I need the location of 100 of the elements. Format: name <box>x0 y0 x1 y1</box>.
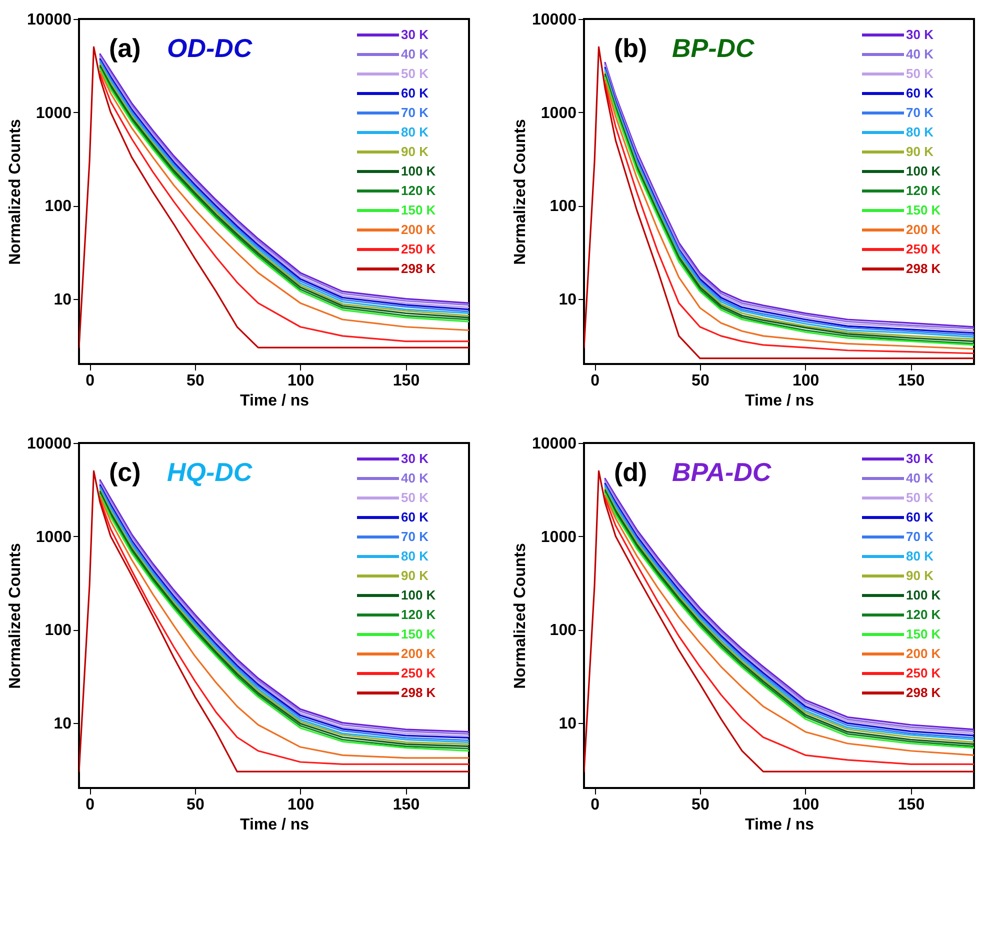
x-tick-label: 100 <box>792 372 820 390</box>
x-tick-label: 50 <box>186 372 204 390</box>
legend-label: 60 K <box>401 510 430 524</box>
x-tick-label: 0 <box>86 372 95 390</box>
x-tick-label: 50 <box>692 372 710 390</box>
legend-label: 70 K <box>906 105 934 120</box>
legend-label: 200 K <box>906 646 942 661</box>
y-tick-label: 10000 <box>27 436 72 452</box>
legend-label: 298 K <box>906 685 942 700</box>
legend-label: 40 K <box>906 470 934 486</box>
text: HQ-DC <box>167 457 254 487</box>
y-tick-label: 10 <box>54 715 72 732</box>
x-tick-label: 100 <box>288 372 314 390</box>
legend-label: 80 K <box>401 548 430 564</box>
legend-label: 120 K <box>401 183 436 198</box>
x-tick-label: 150 <box>898 796 925 814</box>
legend-label: 40 K <box>401 470 430 486</box>
legend-label: 100 K <box>401 588 436 602</box>
y-tick-label: 100 <box>550 198 577 216</box>
y-tick-label: 10 <box>54 291 72 308</box>
y-tick-label: 10 <box>558 715 577 732</box>
text: BP-DC <box>672 33 756 63</box>
legend-label: 90 K <box>401 144 430 159</box>
legend-label: 298 K <box>401 261 436 276</box>
y-tick-label: 10000 <box>532 12 577 28</box>
y-tick-label: 1000 <box>540 104 577 122</box>
annotation: (c) <box>109 457 141 487</box>
legend-label: 30 K <box>906 27 934 42</box>
y-axis-title: Normalized Counts <box>7 543 24 689</box>
legend-label: 250 K <box>401 666 436 680</box>
legend-label: 50 K <box>906 66 934 81</box>
y-tick-label: 100 <box>44 622 72 640</box>
legend-label: 80 K <box>401 124 430 140</box>
annotation: (d) <box>614 457 648 487</box>
legend-label: 60 K <box>906 510 934 524</box>
legend-label: 120 K <box>906 183 942 198</box>
legend-label: 250 K <box>906 242 942 256</box>
x-tick-label: 50 <box>186 796 204 814</box>
legend-label: 200 K <box>906 222 942 237</box>
legend-label: 70 K <box>401 529 430 544</box>
legend-label: 50 K <box>906 490 934 505</box>
annotation: (a) <box>109 33 141 63</box>
annotation: (b) <box>614 33 648 63</box>
x-tick-label: 150 <box>898 372 925 390</box>
y-tick-label: 100 <box>550 622 577 640</box>
x-axis-title: Time / ns <box>744 392 814 410</box>
legend-label: 50 K <box>401 66 430 81</box>
y-tick-label: 1000 <box>36 104 72 122</box>
legend-label: 80 K <box>906 124 934 140</box>
legend-label: 200 K <box>401 646 436 661</box>
x-tick-label: 100 <box>288 796 314 814</box>
legend-label: 200 K <box>401 222 436 237</box>
text: OD-DC <box>167 33 254 63</box>
x-tick-label: 150 <box>392 796 420 814</box>
legend-label: 298 K <box>401 685 436 700</box>
y-axis-title: Normalized Counts <box>7 119 24 265</box>
y-tick-label: 100 <box>44 198 72 216</box>
x-tick-label: 50 <box>692 796 710 814</box>
legend-label: 298 K <box>906 261 942 276</box>
legend-label: 70 K <box>906 529 934 544</box>
legend-label: 60 K <box>401 86 430 100</box>
legend-label: 80 K <box>906 548 934 564</box>
x-tick-label: 0 <box>590 796 600 814</box>
legend-label: 150 K <box>401 626 436 642</box>
legend-label: 70 K <box>401 105 430 120</box>
text: BPA-DC <box>672 457 772 487</box>
legend-label: 120 K <box>906 607 942 622</box>
legend-label: 90 K <box>401 568 430 583</box>
y-tick-label: 10000 <box>27 12 72 28</box>
y-tick-label: 10000 <box>532 436 577 452</box>
y-tick-label: 1000 <box>540 528 577 546</box>
legend-label: 250 K <box>401 242 436 256</box>
legend-label: 100 K <box>906 164 942 178</box>
legend-label: 40 K <box>906 46 934 62</box>
legend-label: 40 K <box>401 46 430 62</box>
x-tick-label: 150 <box>392 372 420 390</box>
legend-label: 50 K <box>401 490 430 505</box>
legend-label: 60 K <box>906 86 934 100</box>
y-axis-title: Normalized Counts <box>512 543 530 689</box>
y-axis-title: Normalized Counts <box>512 119 530 265</box>
legend-label: 30 K <box>401 27 430 42</box>
x-axis-title: Time / ns <box>240 392 310 410</box>
x-axis-title: Time / ns <box>240 816 310 834</box>
x-tick-label: 0 <box>590 372 600 390</box>
legend-label: 150 K <box>401 202 436 218</box>
legend-label: 150 K <box>906 626 942 642</box>
x-tick-label: 0 <box>86 796 95 814</box>
y-tick-label: 10 <box>558 291 577 308</box>
legend-label: 30 K <box>401 451 430 466</box>
legend-label: 250 K <box>906 666 942 680</box>
legend-label: 90 K <box>906 568 934 583</box>
legend-label: 150 K <box>906 202 942 218</box>
y-tick-label: 1000 <box>36 528 72 546</box>
legend-label: 100 K <box>906 588 942 602</box>
legend-label: 100 K <box>401 164 436 178</box>
legend-label: 120 K <box>401 607 436 622</box>
legend-label: 90 K <box>906 144 934 159</box>
x-axis-title: Time / ns <box>744 816 814 834</box>
x-tick-label: 100 <box>792 796 820 814</box>
legend-label: 30 K <box>906 451 934 466</box>
